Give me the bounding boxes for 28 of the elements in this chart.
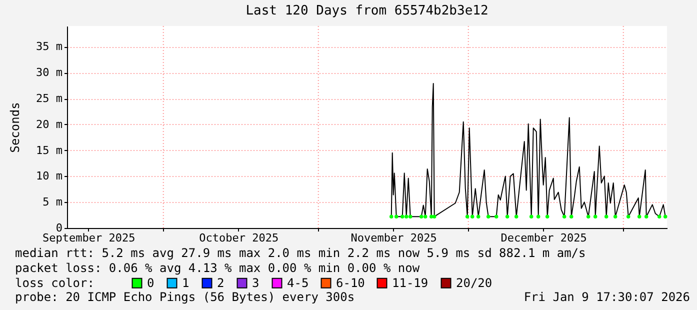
text: median rtt: 5.2 ms avg 27.9 ms max 2.0 ms min 2.2 ms now 5.9 ms sd 882.1 m am/s — [15, 246, 586, 260]
chart-title: Last 120 Days from 65574b2b3e12 — [246, 3, 488, 18]
text: probe: 20 ICMP Echo Pings (56 Bytes) every 300s — [15, 290, 355, 304]
y-tick-label: 30 m — [36, 66, 63, 80]
y-tick-label: 10 m — [36, 170, 63, 183]
y-tick-label: 5 m — [42, 196, 63, 209]
x-tick-label: November 2025 — [350, 232, 437, 244]
text: packet loss: 0.06 % avg 4.13 % max 0.00 % min 0.00 % now — [15, 261, 420, 275]
legend-label: 0 — [147, 276, 154, 290]
y-tick-label: 25 m — [36, 92, 63, 106]
legend-label: 2 — [217, 276, 224, 290]
line-series — [390, 82, 666, 218]
legend-title: loss color: — [15, 276, 94, 290]
y-tick-label: 15 m — [36, 144, 63, 157]
x-tick-label: December 2025 — [500, 232, 587, 244]
legend-label: 1 — [182, 276, 190, 290]
legend-label: 11-19 — [392, 276, 428, 290]
y-axis-title: Seconds — [8, 102, 22, 153]
y-tick-label: 35 m — [36, 40, 63, 54]
text: Fri Jan 9 17:30:07 2026 — [524, 290, 690, 304]
legend-label: 20/20 — [456, 276, 492, 290]
y-tick-label: 20 m — [36, 118, 63, 131]
legend-label: 4-5 — [287, 276, 309, 290]
y-tick-label: 0 — [56, 222, 62, 234]
legend-label: 3 — [252, 276, 260, 290]
x-tick-label: October 2025 — [199, 232, 279, 244]
legend-label: 6-10 — [336, 276, 365, 290]
x-tick-label: September 2025 — [42, 232, 136, 244]
